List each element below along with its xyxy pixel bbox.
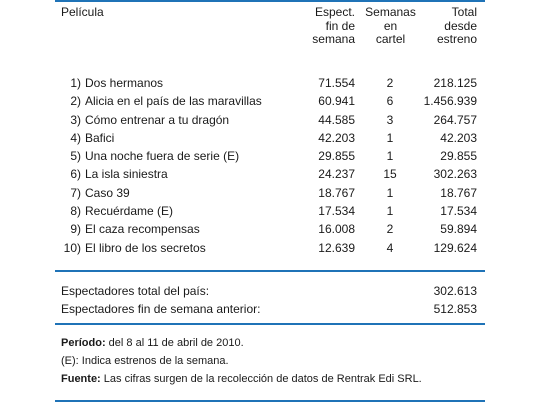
rank-number: 3) <box>70 112 81 127</box>
total-spectators: 264.757 <box>433 112 477 127</box>
total-spectators: 129.624 <box>433 240 477 255</box>
totals-top-rule <box>55 270 485 272</box>
rank-number: 2) <box>70 94 81 109</box>
header-total-since-release: Total desde estreno <box>436 5 477 46</box>
rank-number: 1) <box>70 76 81 90</box>
total-spectators: 302.263 <box>433 167 477 182</box>
header-weeks-showing: Semanas en cartel <box>365 5 416 46</box>
total-spectators: 18.767 <box>440 185 477 200</box>
source-note: Fuente: Las cifras surgen de la recolecc… <box>61 373 422 385</box>
weeks-showing: 4 <box>386 240 394 255</box>
total-spectators: 1.456.939 <box>423 94 477 109</box>
rank-number: 4) <box>70 130 81 145</box>
film-title: Una noche fuera de serie (E) <box>85 149 240 164</box>
totals-section: Espectadores total del país: 302.613 Esp… <box>55 282 485 318</box>
table-row: 9) El caza recompensas 16.008 2 59.894 <box>55 220 485 238</box>
rank-number: 9) <box>70 222 81 237</box>
header-weekend-spectators: Espect. fin de semana <box>312 5 355 46</box>
weeks-showing: 2 <box>386 76 394 90</box>
weeks-showing: 3 <box>386 112 394 127</box>
weeks-showing: 1 <box>386 185 394 200</box>
ranking-list: 1) Dos hermanos 71.554 2 218.125 2) Alic… <box>55 74 485 257</box>
weeks-showing: 6 <box>386 94 394 109</box>
box-office-table: Película Espect. fin de semana Semanas e… <box>55 0 485 405</box>
table-row: 7) Caso 39 18.767 1 18.767 <box>55 184 485 202</box>
rank-number: 5) <box>70 149 81 164</box>
total-spectators: 218.125 <box>433 76 477 90</box>
weeks-showing: 1 <box>386 130 394 145</box>
weeks-showing: 15 <box>383 167 397 182</box>
weekend-spectators: 17.534 <box>318 204 355 219</box>
table-row: 3) Cómo entrenar a tu dragón 44.585 3 26… <box>55 111 485 129</box>
film-title: Dos hermanos <box>85 76 164 90</box>
film-title: La isla siniestra <box>85 167 168 182</box>
country-total-value: 302.613 <box>433 284 477 298</box>
rank-number: 6) <box>70 167 81 182</box>
weekend-spectators: 60.941 <box>318 94 355 109</box>
period-note: Período: del 8 al 11 de abril de 2010. <box>61 337 244 349</box>
country-total-label: Espectadores total del país: <box>61 284 210 298</box>
table-row: 4) Bafici 42.203 1 42.203 <box>55 129 485 147</box>
weekend-spectators: 42.203 <box>318 130 355 145</box>
total-spectators: 42.203 <box>440 130 477 145</box>
total-spectators: 59.894 <box>440 222 477 237</box>
total-spectators: 29.855 <box>440 149 477 164</box>
weekend-spectators: 29.855 <box>318 149 355 164</box>
weeks-showing: 2 <box>386 222 394 237</box>
weekend-spectators: 16.008 <box>318 222 355 237</box>
film-title: El libro de los secretos <box>85 240 206 255</box>
premiere-note: (E): Indica estrenos de la semana. <box>61 355 229 367</box>
rank-number: 10) <box>63 240 81 255</box>
weeks-showing: 1 <box>386 204 394 219</box>
weekend-spectators: 18.767 <box>318 185 355 200</box>
film-title: Bafici <box>85 130 115 145</box>
film-title: Alicia en el país de las maravillas <box>85 94 262 109</box>
film-title: Cómo entrenar a tu dragón <box>85 112 230 127</box>
header-film: Película <box>61 5 104 19</box>
weekend-spectators: 44.585 <box>318 112 355 127</box>
weekend-spectators: 24.237 <box>318 167 355 182</box>
table-row: 2) Alicia en el país de las maravillas 6… <box>55 92 485 110</box>
film-title: Recuérdame (E) <box>85 204 174 219</box>
notes-section: Período: del 8 al 11 de abril de 2010. (… <box>61 334 485 388</box>
weeks-showing: 1 <box>386 149 394 164</box>
notes-top-rule <box>55 323 485 325</box>
country-total-line: Espectadores total del país: 302.613 <box>55 282 485 300</box>
rank-number: 8) <box>70 204 81 219</box>
previous-weekend-label: Espectadores fin de semana anterior: <box>61 302 261 316</box>
weekend-spectators: 71.554 <box>318 76 355 90</box>
table-row: 1) Dos hermanos 71.554 2 218.125 <box>55 74 485 92</box>
total-spectators: 17.534 <box>440 204 477 219</box>
weekend-spectators: 12.639 <box>318 240 355 255</box>
table-row: 8) Recuérdame (E) 17.534 1 17.534 <box>55 202 485 220</box>
table-row: 5) Una noche fuera de serie (E) 29.855 1… <box>55 147 485 165</box>
film-title: Caso 39 <box>85 185 130 200</box>
bottom-rule <box>55 400 485 402</box>
previous-weekend-value: 512.853 <box>433 302 477 316</box>
top-rule <box>55 0 485 2</box>
table-row: 6) La isla siniestra 24.237 15 302.263 <box>55 165 485 183</box>
table-row: 10) El libro de los secretos 12.639 4 12… <box>55 239 485 257</box>
film-title: El caza recompensas <box>85 222 200 237</box>
previous-weekend-line: Espectadores fin de semana anterior: 512… <box>55 300 485 318</box>
rank-number: 7) <box>70 185 81 200</box>
